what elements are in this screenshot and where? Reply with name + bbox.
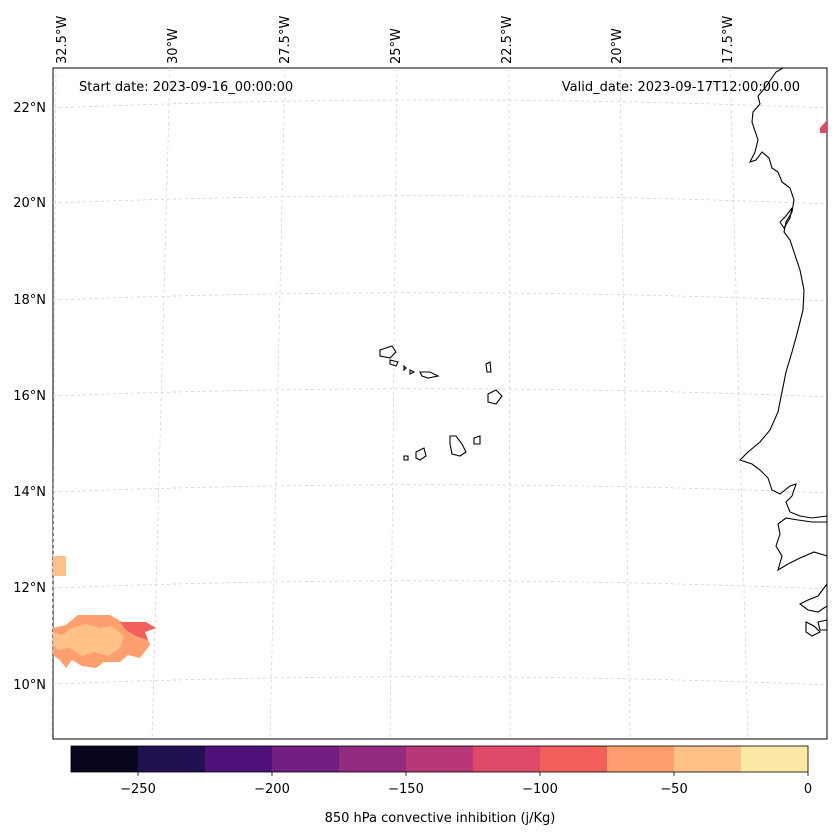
cin-fields	[53, 120, 827, 668]
coast-detail-20n	[779, 207, 793, 230]
colorbar: −250 −200 −150 −100 −50 0 850 hPa convec…	[70, 745, 812, 826]
parallel-16n	[52, 388, 828, 398]
island-brava	[403, 455, 409, 461]
colorbar-swatch	[205, 746, 273, 772]
lon-label: 30°W	[166, 28, 181, 64]
africa-coast-gambia	[775, 517, 828, 572]
parallel-20n	[52, 195, 828, 205]
parallel-22n	[52, 99, 828, 109]
cin-patch-northeast	[820, 120, 827, 133]
lon-label: 17.5°W	[721, 16, 736, 64]
colorbar-swatch	[71, 746, 139, 772]
parallel-14n	[52, 484, 828, 494]
island-islets	[409, 369, 416, 375]
colorbar-swatch	[406, 746, 474, 772]
island-santo-antao	[379, 345, 397, 359]
lon-label: 22.5°W	[500, 16, 515, 64]
meridian-22.5w	[508, 67, 511, 740]
island-sao-vicente	[389, 359, 399, 367]
cb-tick-label: 0	[804, 782, 812, 797]
africa-coast-north	[738, 67, 828, 519]
cb-tick-label: −150	[388, 782, 424, 797]
island-sal	[485, 361, 492, 373]
parallel-18n	[52, 292, 828, 302]
meridian-27.5w	[269, 67, 286, 740]
colorbar-title: 850 hPa convective inhibition (j/Kg)	[325, 811, 556, 826]
parallel-10n	[52, 676, 828, 686]
colorbar-swatch	[674, 746, 742, 772]
island-sao-nicolau	[419, 371, 440, 379]
colorbar-swatch	[741, 746, 809, 772]
coast-island-south	[817, 619, 828, 631]
africa-coast-bissau	[798, 583, 828, 613]
lat-labels: 22°N 20°N 18°N 16°N 14°N 12°N 10°N	[13, 101, 46, 693]
valid-date-label: Valid_date: 2023-09-17T12:00:00.00	[562, 80, 800, 95]
island-santiago	[449, 435, 467, 457]
bijagos-island	[805, 621, 821, 637]
colorbar-swatch	[138, 746, 206, 772]
cb-tick-label: −200	[254, 782, 290, 797]
parallel-12n	[52, 580, 828, 590]
colorbar-swatch	[473, 746, 541, 772]
lon-label: 32.5°W	[55, 16, 70, 64]
meridian-32.5w	[51, 67, 57, 740]
lon-label: 25°W	[389, 28, 404, 64]
lon-label: 20°W	[610, 28, 625, 64]
cin-patch-southwest-edge	[120, 622, 156, 640]
cb-tick-label: −50	[660, 782, 687, 797]
lat-label: 12°N	[13, 581, 46, 596]
island-fogo	[415, 447, 427, 461]
cin-patch-west-12n	[53, 556, 66, 576]
lat-label: 18°N	[13, 293, 46, 308]
colorbar-swatch	[540, 746, 608, 772]
coastlines	[379, 67, 828, 637]
meridian-30w	[151, 67, 171, 740]
lat-label: 10°N	[13, 678, 46, 693]
meridian-25w	[389, 67, 398, 740]
island-santa-luzia	[403, 364, 407, 372]
island-maio	[473, 435, 481, 445]
cin-patch-southwest-core	[53, 624, 124, 656]
island-boa-vista	[487, 389, 503, 405]
gridlines	[51, 67, 828, 740]
colorbar-swatch	[339, 746, 407, 772]
cb-tick-label: −100	[522, 782, 558, 797]
lat-label: 20°N	[13, 196, 46, 211]
colorbar-swatch	[272, 746, 340, 772]
colorbar-swatch	[607, 746, 675, 772]
cb-tick-label: −250	[120, 782, 156, 797]
colorbar-ticks	[137, 772, 809, 776]
lat-label: 22°N	[13, 101, 46, 116]
lat-label: 14°N	[13, 485, 46, 500]
map-frame	[52, 67, 828, 740]
meridian-20w	[619, 67, 631, 740]
colorbar-frame	[70, 745, 809, 773]
colorbar-swatches	[71, 746, 809, 772]
lon-labels: 32.5°W 30°W 27.5°W 25°W 22.5°W 20°W 17.5…	[55, 16, 736, 64]
lat-label: 16°N	[13, 389, 46, 404]
meridian-17.5w	[729, 67, 749, 740]
lon-label: 27.5°W	[278, 16, 293, 64]
start-date-label: Start date: 2023-09-16_00:00:00	[79, 80, 293, 95]
